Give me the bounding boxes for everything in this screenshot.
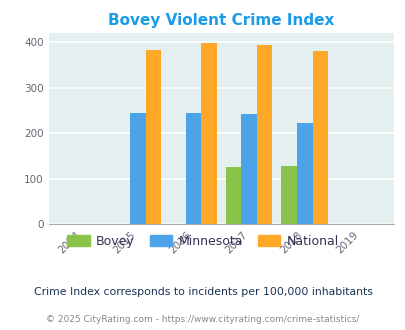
Bar <box>145 50 161 224</box>
Bar <box>281 166 296 224</box>
Bar <box>130 113 145 224</box>
Text: © 2025 CityRating.com - https://www.cityrating.com/crime-statistics/: © 2025 CityRating.com - https://www.city… <box>46 315 359 324</box>
Legend: Bovey, Minnesota, National: Bovey, Minnesota, National <box>62 230 343 253</box>
Text: Crime Index corresponds to incidents per 100,000 inhabitants: Crime Index corresponds to incidents per… <box>34 287 371 297</box>
Bar <box>185 113 201 224</box>
Bar <box>256 45 272 224</box>
Bar <box>241 114 256 224</box>
Bar <box>201 43 216 224</box>
Bar <box>296 123 312 224</box>
Bar <box>225 167 241 224</box>
Title: Bovey Violent Crime Index: Bovey Violent Crime Index <box>108 13 334 28</box>
Bar <box>312 51 327 224</box>
